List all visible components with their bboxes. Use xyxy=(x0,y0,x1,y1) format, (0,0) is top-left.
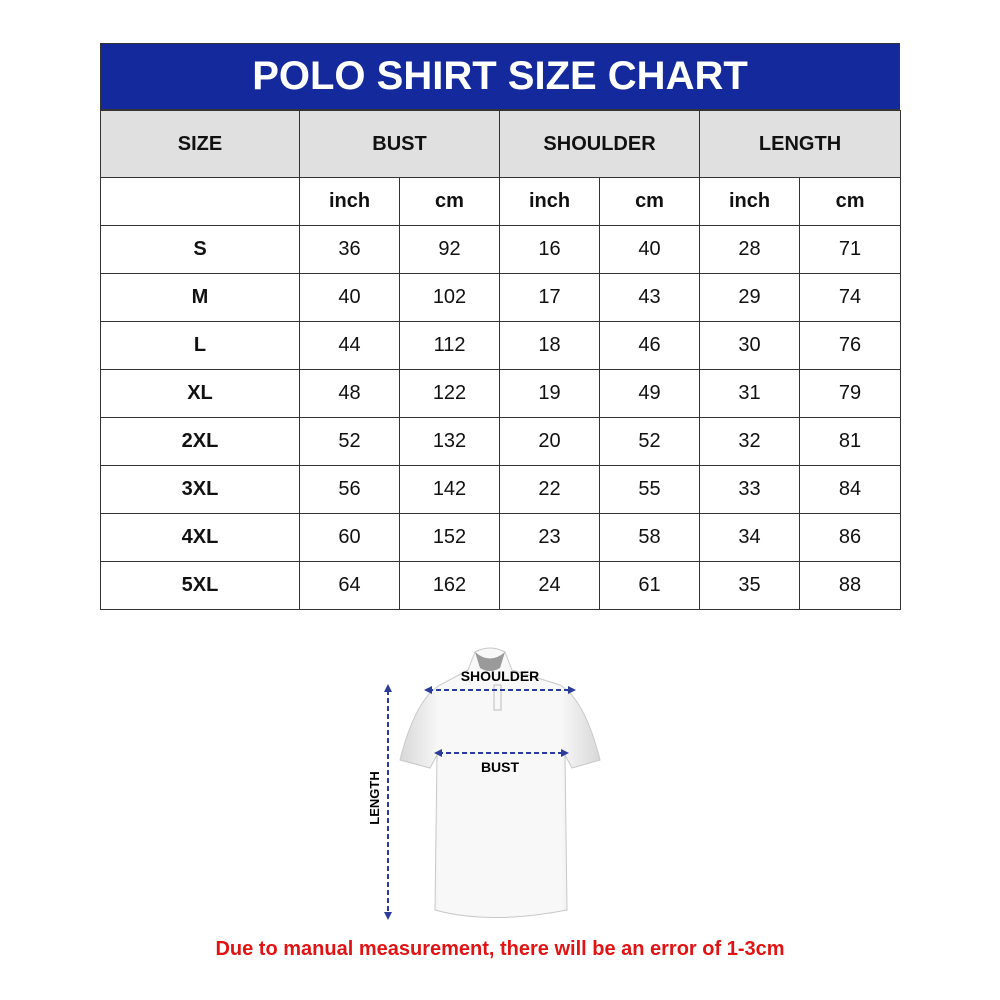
value-cell: 24 xyxy=(499,561,601,610)
value-cell: 48 xyxy=(299,369,400,418)
size-cell: 4XL xyxy=(100,513,300,562)
header-size: SIZE xyxy=(100,110,300,178)
value-cell: 74 xyxy=(799,273,902,322)
unit-cell: inch xyxy=(299,177,400,226)
table-row: S 36 92 16 40 28 71 xyxy=(100,225,902,274)
value-cell: 49 xyxy=(599,369,701,418)
value-cell: 142 xyxy=(398,465,501,514)
value-cell: 112 xyxy=(398,321,501,370)
value-cell: 55 xyxy=(599,465,701,514)
size-cell: S xyxy=(100,225,300,274)
table-row: M 40 102 17 43 29 74 xyxy=(100,273,902,322)
shoulder-label: SHOULDER xyxy=(461,668,540,684)
value-cell: 36 xyxy=(299,225,400,274)
value-cell: 16 xyxy=(499,225,601,274)
value-cell: 44 xyxy=(299,321,400,370)
value-cell: 152 xyxy=(398,513,501,562)
value-cell: 102 xyxy=(398,273,501,322)
value-cell: 30 xyxy=(699,321,801,370)
value-cell: 29 xyxy=(699,273,801,322)
value-cell: 58 xyxy=(599,513,701,562)
unit-cell: inch xyxy=(699,177,801,226)
table-row: 5XL 64 162 24 61 35 88 xyxy=(100,561,902,610)
unit-cell: inch xyxy=(499,177,601,226)
value-cell: 20 xyxy=(499,417,601,466)
size-cell: L xyxy=(100,321,300,370)
value-cell: 86 xyxy=(799,513,902,562)
length-label: LENGTH xyxy=(367,771,382,824)
value-cell: 32 xyxy=(699,417,801,466)
value-cell: 84 xyxy=(799,465,902,514)
measurement-note: Due to manual measurement, there will be… xyxy=(215,938,785,960)
unit-cell: cm xyxy=(799,177,902,226)
value-cell: 79 xyxy=(799,369,902,418)
chart-title: POLO SHIRT SIZE CHART xyxy=(100,43,900,110)
value-cell: 46 xyxy=(599,321,701,370)
value-cell: 19 xyxy=(499,369,601,418)
value-cell: 132 xyxy=(398,417,501,466)
value-cell: 28 xyxy=(699,225,801,274)
value-cell: 52 xyxy=(299,417,400,466)
table-row: L 44 112 18 46 30 76 xyxy=(100,321,902,370)
value-cell: 122 xyxy=(398,369,501,418)
value-cell: 33 xyxy=(699,465,801,514)
shirt-diagram: SHOULDER BUST LENGTH xyxy=(367,647,601,920)
unit-cell: cm xyxy=(599,177,701,226)
value-cell: 22 xyxy=(499,465,601,514)
value-cell: 52 xyxy=(599,417,701,466)
value-cell: 61 xyxy=(599,561,701,610)
table-row: 4XL 60 152 23 58 34 86 xyxy=(100,513,902,562)
value-cell: 64 xyxy=(299,561,400,610)
value-cell: 81 xyxy=(799,417,902,466)
shirt-icon xyxy=(399,647,601,918)
size-cell: 2XL xyxy=(100,417,300,466)
bust-label: BUST xyxy=(481,759,520,775)
size-cell: XL xyxy=(100,369,300,418)
table-row: 3XL 56 142 22 55 33 84 xyxy=(100,465,902,514)
unit-blank xyxy=(100,177,300,226)
value-cell: 40 xyxy=(599,225,701,274)
value-cell: 162 xyxy=(398,561,501,610)
value-cell: 76 xyxy=(799,321,902,370)
size-cell: 3XL xyxy=(100,465,300,514)
table-row: 2XL 52 132 20 52 32 81 xyxy=(100,417,902,466)
size-cell: 5XL xyxy=(100,561,300,610)
value-cell: 18 xyxy=(499,321,601,370)
value-cell: 34 xyxy=(699,513,801,562)
header-length: LENGTH xyxy=(699,110,902,178)
value-cell: 35 xyxy=(699,561,801,610)
value-cell: 23 xyxy=(499,513,601,562)
value-cell: 17 xyxy=(499,273,601,322)
value-cell: 31 xyxy=(699,369,801,418)
header-row: SIZE BUST SHOULDER LENGTH xyxy=(100,110,902,178)
size-cell: M xyxy=(100,273,300,322)
units-row: inch cm inch cm inch cm xyxy=(100,177,902,226)
header-bust: BUST xyxy=(298,110,501,178)
header-shoulder: SHOULDER xyxy=(499,110,701,178)
value-cell: 60 xyxy=(299,513,400,562)
value-cell: 71 xyxy=(799,225,902,274)
value-cell: 88 xyxy=(799,561,902,610)
value-cell: 43 xyxy=(599,273,701,322)
value-cell: 56 xyxy=(299,465,400,514)
unit-cell: cm xyxy=(398,177,501,226)
value-cell: 92 xyxy=(398,225,501,274)
value-cell: 40 xyxy=(299,273,400,322)
size-table: SIZE BUST SHOULDER LENGTH inch cm inch cm in… xyxy=(100,110,902,610)
table-row: XL 48 122 19 49 31 79 xyxy=(100,369,902,418)
